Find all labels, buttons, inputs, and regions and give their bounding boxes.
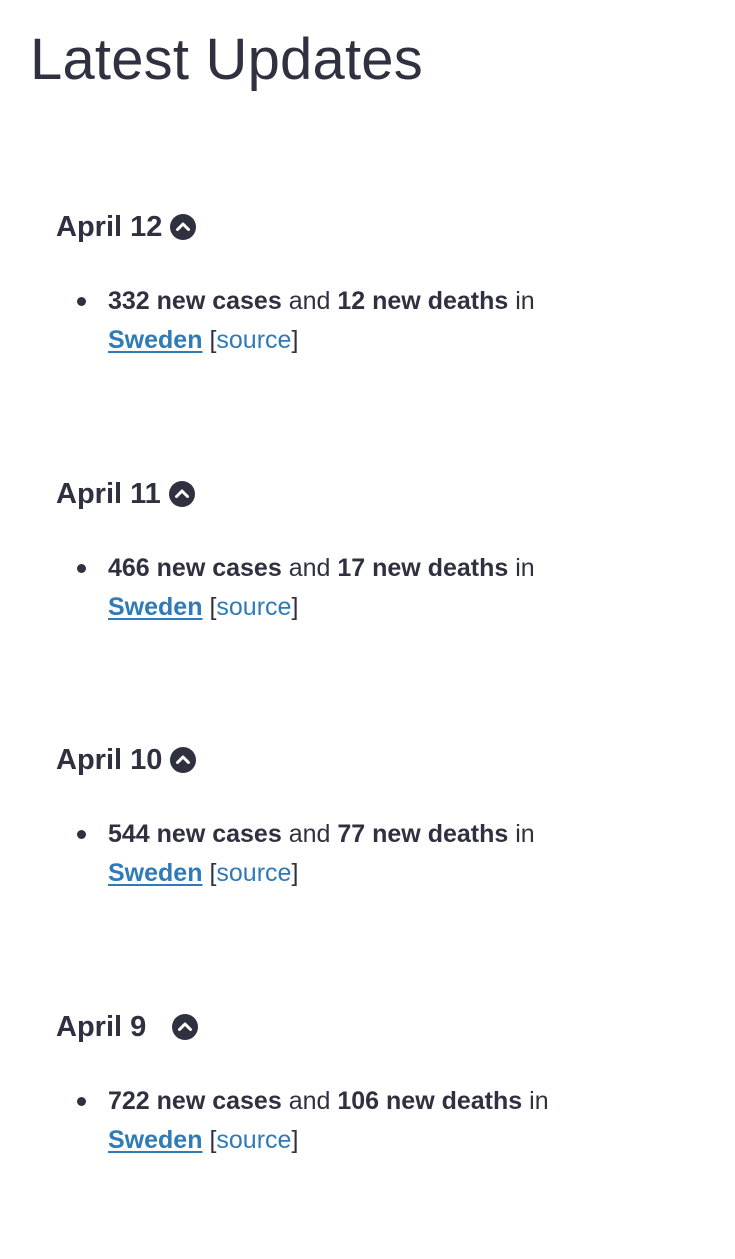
bracket-open: [ — [209, 326, 217, 354]
date-label: April 9 — [56, 1010, 147, 1043]
chevron-up-circle-icon[interactable] — [170, 214, 197, 240]
update-line-2: Sweden [source] — [108, 321, 668, 360]
conjunction-and: and — [288, 1087, 331, 1115]
update-item: 722 new cases and 106 new deaths in Swed… — [0, 1082, 668, 1160]
update-list: 332 new cases and 12 new deaths in Swede… — [0, 282, 668, 360]
bracket-close: ] — [291, 1126, 299, 1154]
update-line-2: Sweden [source] — [108, 588, 668, 627]
bullet — [77, 297, 86, 306]
date-header[interactable]: April 10 — [56, 742, 197, 778]
conjunction-and: and — [288, 287, 331, 315]
update-list: 722 new cases and 106 new deaths in Swed… — [0, 1082, 668, 1160]
update-item: 332 new cases and 12 new deaths in Swede… — [0, 282, 668, 360]
chevron-up-circle-icon[interactable] — [170, 747, 197, 773]
update-section-april-12: April 12 332 new cases and 12 new deaths… — [0, 209, 735, 459]
update-line-1: 544 new cases and 77 new deaths in — [108, 815, 668, 854]
bracket-open: [ — [209, 1126, 217, 1154]
update-line-1: 722 new cases and 106 new deaths in — [108, 1082, 668, 1121]
bracket-close: ] — [291, 859, 299, 887]
date-header[interactable]: April 9 — [56, 1009, 199, 1045]
new-deaths: 17 new deaths — [337, 554, 509, 582]
update-item: 544 new cases and 77 new deaths in Swede… — [0, 815, 668, 893]
update-line-2: Sweden [source] — [108, 1121, 668, 1160]
new-cases: 466 new cases — [108, 554, 282, 582]
update-line-2: Sweden [source] — [108, 854, 668, 893]
update-section-april-9: April 9 722 new cases and 106 new deaths… — [0, 1009, 735, 1259]
update-section-april-11: April 11 466 new cases and 17 new deaths… — [0, 476, 735, 726]
new-deaths: 77 new deaths — [337, 820, 509, 848]
country-link[interactable]: Sweden — [108, 1126, 203, 1154]
new-cases: 332 new cases — [108, 287, 282, 315]
bracket-open: [ — [209, 593, 217, 621]
bracket-close: ] — [291, 593, 299, 621]
chevron-up-circle-icon[interactable] — [172, 1014, 199, 1040]
page-title: Latest Updates — [30, 27, 423, 92]
preposition-in: in — [515, 287, 535, 315]
date-label: April 12 — [56, 210, 163, 243]
new-cases: 544 new cases — [108, 820, 282, 848]
country-link[interactable]: Sweden — [108, 326, 203, 354]
update-list: 544 new cases and 77 new deaths in Swede… — [0, 815, 668, 893]
source-link[interactable]: source — [216, 1126, 292, 1154]
date-label: April 10 — [56, 743, 163, 776]
conjunction-and: and — [288, 554, 331, 582]
update-line-1: 466 new cases and 17 new deaths in — [108, 549, 668, 588]
preposition-in: in — [529, 1087, 549, 1115]
date-label: April 11 — [56, 477, 161, 510]
update-list: 466 new cases and 17 new deaths in Swede… — [0, 549, 668, 627]
source-link[interactable]: source — [216, 326, 292, 354]
conjunction-and: and — [288, 820, 331, 848]
bullet — [77, 564, 86, 573]
chevron-up-circle-icon[interactable] — [168, 481, 195, 507]
preposition-in: in — [515, 820, 535, 848]
country-link[interactable]: Sweden — [108, 593, 203, 621]
date-header[interactable]: April 11 — [56, 476, 195, 512]
bullet — [77, 1097, 86, 1106]
source-link[interactable]: source — [216, 859, 292, 887]
update-section-april-10: April 10 544 new cases and 77 new deaths… — [0, 742, 735, 992]
country-link[interactable]: Sweden — [108, 859, 203, 887]
bracket-close: ] — [291, 326, 299, 354]
update-line-1: 332 new cases and 12 new deaths in — [108, 282, 668, 321]
new-deaths: 106 new deaths — [337, 1087, 523, 1115]
source-link[interactable]: source — [216, 593, 292, 621]
preposition-in: in — [515, 554, 535, 582]
bracket-open: [ — [209, 859, 217, 887]
bullet — [77, 830, 86, 839]
update-item: 466 new cases and 17 new deaths in Swede… — [0, 549, 668, 627]
date-header[interactable]: April 12 — [56, 209, 197, 245]
new-cases: 722 new cases — [108, 1087, 282, 1115]
new-deaths: 12 new deaths — [337, 287, 509, 315]
